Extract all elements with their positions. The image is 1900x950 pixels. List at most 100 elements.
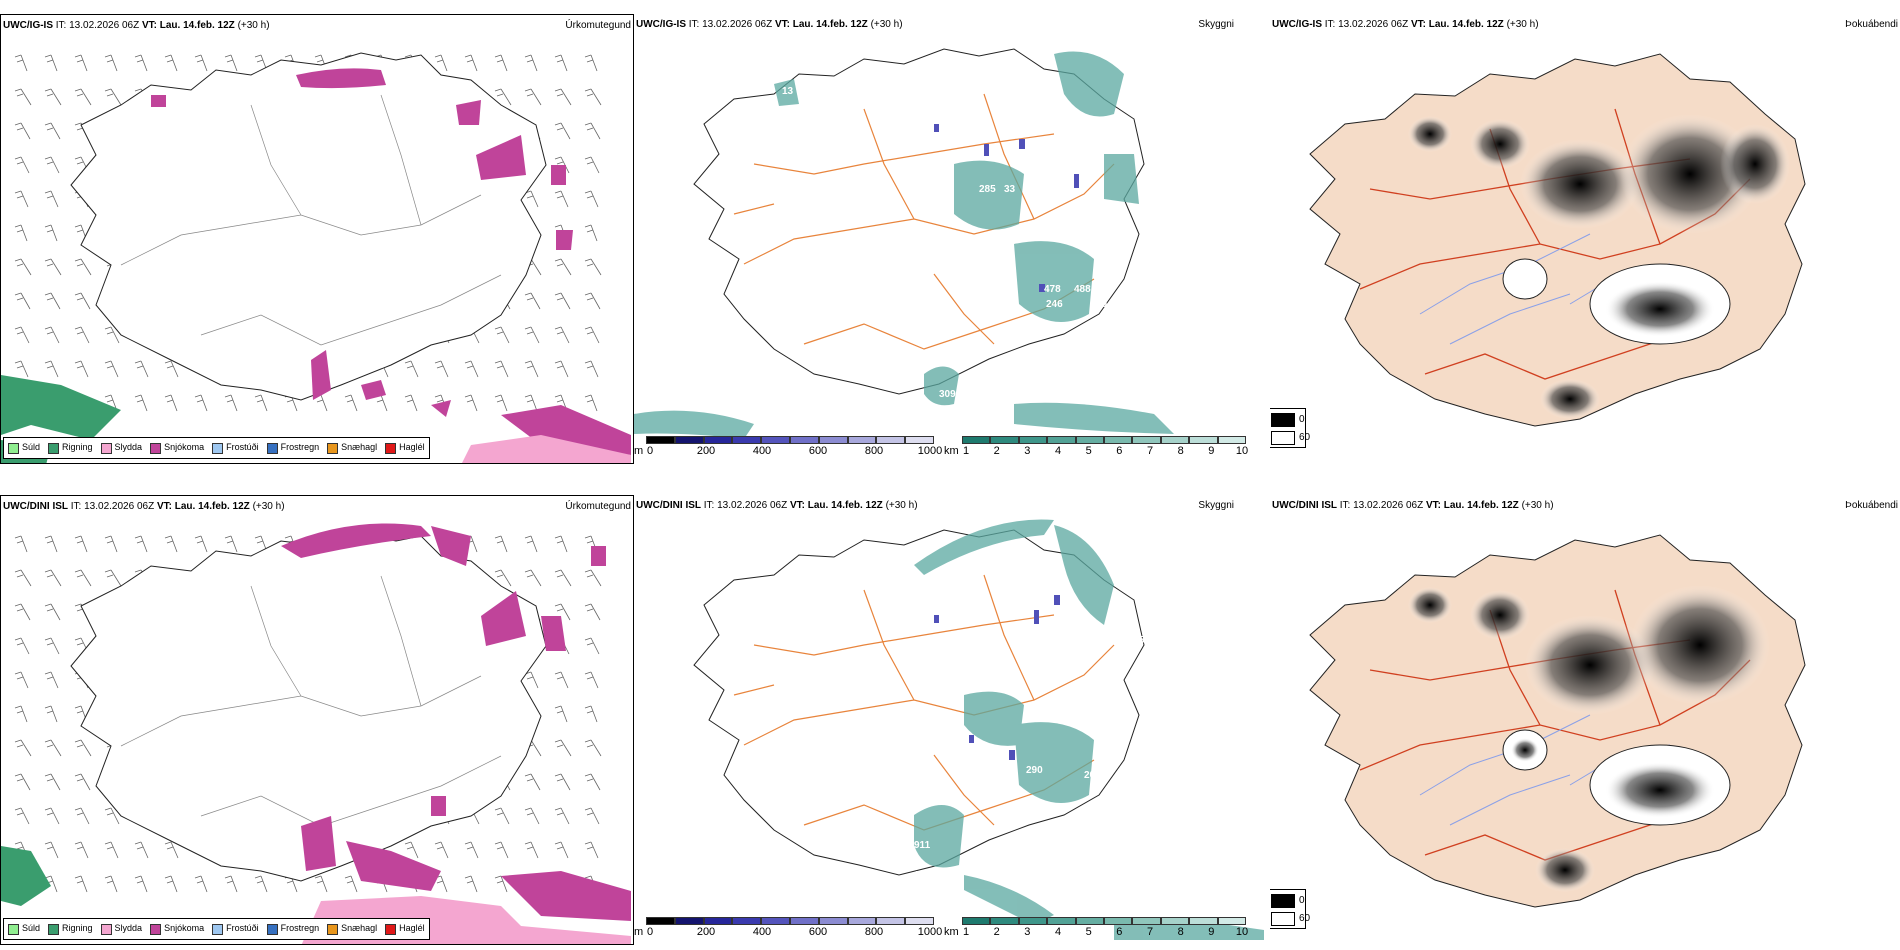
scale-tick-label: 1000 xyxy=(917,926,943,938)
wind-barb xyxy=(194,394,208,412)
wind-barb xyxy=(434,841,449,859)
wind-barb xyxy=(44,360,59,378)
it-label: IT: xyxy=(703,500,715,511)
wind-barb xyxy=(104,326,120,344)
wind-barb xyxy=(554,705,568,723)
wind-barb xyxy=(464,54,478,72)
wind-barb xyxy=(434,360,449,378)
visibility-value-label: 129 xyxy=(952,150,969,161)
legend-item: Snæhagl xyxy=(327,923,377,935)
visibility-value-label: 176 xyxy=(914,870,931,881)
wind-barb xyxy=(14,603,31,621)
wind-barb xyxy=(164,875,178,893)
scale-tick-label: 5 xyxy=(1085,445,1092,457)
wind-barb xyxy=(584,122,601,140)
wind-barb xyxy=(584,739,602,757)
lead-time: (+30 h) xyxy=(1521,500,1554,511)
wind-barb xyxy=(44,773,61,791)
wind-barb xyxy=(524,773,541,791)
wind-barb xyxy=(14,326,30,344)
visibility-value-label: 204 xyxy=(1084,770,1101,781)
scale-tick-label: 400 xyxy=(752,926,772,938)
visibility-value-label: 351 xyxy=(1152,615,1169,626)
scale-segment xyxy=(990,436,1019,444)
scale-segment xyxy=(1132,436,1161,444)
wind-barb xyxy=(524,671,539,689)
scale-segment xyxy=(905,917,934,925)
panel-header: UWC/IG-IS IT: 13.02.2026 06Z VT: Lau. 14… xyxy=(636,19,1268,33)
scale-segment xyxy=(1018,917,1048,925)
scale-tick-label: 800 xyxy=(864,445,884,457)
wind-barb xyxy=(74,360,89,378)
visibility-labels: 13 129 285 33 41 367 131 42 578 478 488 246 10 309 41 xyxy=(634,14,1270,464)
scale-tick-label: 1000 xyxy=(917,445,943,457)
scale-tick-label: 6 xyxy=(1116,926,1123,938)
scale-segment xyxy=(876,917,906,925)
wind-barb xyxy=(74,807,90,825)
wind-barb xyxy=(254,875,268,893)
wind-barb xyxy=(494,875,508,893)
it-value: 13.02.2026 06Z xyxy=(69,20,140,31)
wind-barb xyxy=(494,394,508,412)
visibility-labels: 351 51 44 16 290 204 911 176 xyxy=(634,495,1270,945)
scale-unit-m: m xyxy=(634,926,644,938)
wind-barb xyxy=(74,535,88,553)
wind-barb xyxy=(584,258,602,276)
wind-barb xyxy=(74,875,88,893)
fog-index-panel-top: UWC/IG-IS IT: 13.02.2026 06Z VT: Lau. 14… xyxy=(1270,14,1900,464)
legend-item: Súld xyxy=(8,442,40,454)
rain-areas xyxy=(1,846,51,906)
wind-barb xyxy=(554,292,571,310)
wind-barb xyxy=(14,739,32,757)
wind-barb xyxy=(224,394,238,412)
vt-label: VT: xyxy=(1410,19,1426,30)
wind-barb xyxy=(524,190,539,208)
scale-segment xyxy=(703,436,733,444)
visibility-scale-km: km 1 2 3 4 5 6 7 8 9 10 xyxy=(944,917,1248,941)
legend-item: Súld xyxy=(8,923,40,935)
legend-item: Snjókoma xyxy=(150,442,204,454)
model-name: UWC/DINI ISL xyxy=(3,501,68,512)
wind-barb xyxy=(104,88,122,106)
scale-segment xyxy=(732,917,762,925)
legend-item: Snæhagl xyxy=(327,442,377,454)
wind-barb xyxy=(584,637,600,655)
wind-barb xyxy=(224,54,238,72)
wind-barb xyxy=(74,54,88,72)
fog-scale-max: 60 xyxy=(1299,432,1311,443)
scale-segment xyxy=(876,436,906,444)
lead-time: (+30 h) xyxy=(1506,19,1539,30)
wind-barb xyxy=(14,54,28,72)
wind-barb xyxy=(524,535,538,553)
wind-barb xyxy=(584,190,599,208)
wind-barb xyxy=(524,54,538,72)
scale-tick-label: 2 xyxy=(993,445,1000,457)
it-label: IT: xyxy=(55,20,67,31)
wind-barb xyxy=(104,54,118,72)
wind-barb xyxy=(584,807,600,825)
wind-barb xyxy=(494,841,509,859)
scale-segment xyxy=(1047,917,1076,925)
wind-barb xyxy=(74,258,92,276)
it-value: 13.02.2026 06Z xyxy=(702,19,773,30)
legend-item: Frostúði xyxy=(212,442,259,454)
wind-barb xyxy=(194,54,208,72)
lead-time: (+30 h) xyxy=(237,20,270,31)
fog-scale-min: 0 xyxy=(1299,414,1305,425)
scale-segment xyxy=(818,917,848,925)
wind-barb xyxy=(584,224,598,242)
wind-barb xyxy=(554,535,568,553)
wind-barb xyxy=(14,88,32,106)
scale-tick-label: 6 xyxy=(1116,445,1123,457)
panel-title: Þokuábendi xyxy=(1845,19,1898,30)
scale-segment xyxy=(703,917,733,925)
wind-barb xyxy=(554,258,572,276)
wind-barb xyxy=(584,54,598,72)
panel-title: Þokuábendi xyxy=(1845,500,1898,511)
visibility-value-label: 478 xyxy=(1044,284,1061,295)
wind-barb xyxy=(584,88,602,106)
wind-barb xyxy=(584,360,599,378)
legend-item: Frostregn xyxy=(266,442,319,454)
roads xyxy=(120,575,502,827)
scale-unit-m: m xyxy=(634,445,644,457)
